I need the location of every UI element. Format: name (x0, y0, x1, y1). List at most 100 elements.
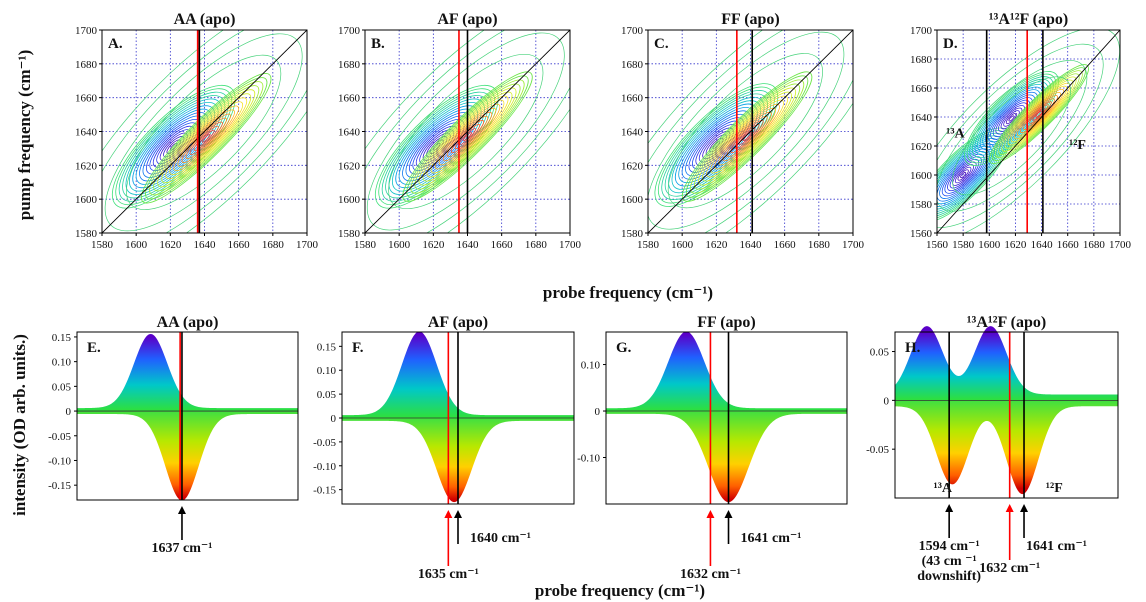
y-tick-label: 1600 (621, 194, 644, 206)
y-tick-label: 0.15 (317, 341, 337, 353)
positive-contour (1035, 110, 1043, 118)
outer-contour (952, 76, 1071, 196)
y-tick-label: 1620 (910, 141, 933, 153)
arrow-head (1005, 504, 1014, 512)
panel-label: E. (87, 340, 101, 356)
positive-contour (414, 83, 521, 190)
positive-contour (149, 81, 264, 196)
positive-contour (410, 79, 525, 194)
negative-contour (1005, 112, 1018, 125)
positive-contour (730, 119, 764, 154)
arrow-label: 1635 cm⁻¹ (418, 567, 479, 582)
positive-contour (1010, 85, 1068, 143)
peak-annotation: ¹²F (1069, 138, 1086, 153)
y-tick-label: 0.10 (317, 365, 337, 377)
outer-contour (937, 43, 1104, 228)
y-tick-label: 1640 (910, 112, 933, 124)
diagonal-line (648, 30, 853, 233)
y-tick-label: -0.05 (313, 437, 336, 449)
x-tick-label: 1580 (952, 239, 975, 251)
outer-contour (667, 53, 823, 209)
x-tick-label: 1700 (559, 239, 582, 251)
negative-contour (960, 171, 967, 179)
positive-contour (992, 67, 1086, 161)
y-tick-label: 1560 (910, 228, 933, 240)
outer-contour (648, 31, 845, 230)
x-tick-label: 1620 (705, 239, 728, 251)
x-tick-label: 1620 (422, 239, 445, 251)
positive-contour (463, 132, 472, 142)
y-tick-label: 0.10 (52, 357, 72, 369)
positive-contour (145, 77, 268, 200)
y-tick-label: 1660 (338, 93, 361, 105)
positive-contour (161, 93, 252, 184)
x-tick-label: 1600 (671, 239, 694, 251)
panel-title: AF (apo) (428, 314, 488, 331)
arrow-head (444, 510, 453, 518)
x-tick-label: 1660 (228, 239, 251, 251)
panel-title: FF (apo) (721, 11, 780, 28)
spectrum-panel-h: 0.05 0 -0.05 ¹³A¹²F (apo) H. ¹³A ¹²F 1594 cm⁻¹(… (866, 314, 1119, 584)
outer-contour (388, 53, 544, 210)
plot-frame (936, 29, 1121, 234)
top-ylabel: pump frequency (cm⁻¹) (15, 50, 34, 221)
positive-contour (1032, 107, 1046, 121)
positive-contour (442, 111, 493, 162)
positive-contour (995, 70, 1083, 158)
positive-contour (181, 113, 231, 163)
positive-contour (434, 103, 501, 170)
y-tick-label: 1580 (910, 199, 933, 211)
plot-frame (76, 331, 299, 501)
contour-panel-a: 1580 1600 1620 1640 1660 1680 1700 1580 1600 1620… (75, 11, 319, 251)
negative-contour (937, 148, 990, 202)
peak-label: ¹³A (934, 481, 953, 496)
panel-label: B. (371, 36, 385, 52)
y-tick-label: 1620 (75, 160, 98, 172)
y-tick-label: 1640 (75, 127, 98, 139)
positive-contour (177, 109, 235, 167)
contours (648, 30, 853, 233)
y-tick-label: 1600 (338, 194, 361, 206)
contour-panel-b: 1580 1600 1620 1640 1660 1680 1700 1580 1600 1620… (338, 11, 582, 251)
positive-contour (998, 73, 1080, 155)
x-tick-label: 1680 (1083, 239, 1106, 251)
y-tick-label: 1640 (621, 127, 644, 139)
x-tick-label: 1700 (296, 239, 319, 251)
plot-frame (605, 331, 848, 505)
peak-label: ¹²F (1046, 481, 1063, 496)
x-tick-label: 1620 (1004, 239, 1027, 251)
negative-contour (111, 84, 236, 209)
negative-contour (995, 102, 1028, 135)
bottom-ylabel: intensity (OD arb. units.) (10, 334, 29, 516)
panel-title: AF (apo) (437, 11, 497, 28)
y-tick-label: -0.05 (866, 444, 889, 456)
contour-panel-d: 1560 1580 1600 1620 1640 1660 1680 170015601580… (910, 11, 1132, 251)
negative-contour (979, 86, 1044, 151)
panel-title: FF (apo) (697, 314, 756, 331)
outer-contour (102, 30, 307, 233)
positive-contour (450, 119, 485, 154)
y-tick-label: 1700 (910, 25, 933, 37)
positive-contour (153, 85, 260, 192)
arrow-sublabel: (43 cm ⁻¹ (922, 554, 977, 569)
arrow-head (177, 506, 186, 514)
positive-contour (157, 89, 256, 188)
y-tick-label: 1660 (75, 93, 98, 105)
panel-label: A. (108, 36, 123, 52)
positive-contour (430, 99, 505, 174)
x-tick-label: 1640 (457, 239, 480, 251)
y-tick-label: -0.05 (48, 431, 71, 443)
negative-spectrum-area (895, 400, 1118, 495)
negative-contour (969, 76, 1054, 161)
arrow-label: 1632 cm⁻¹ (680, 567, 741, 582)
x-tick-label: 1580 (637, 239, 660, 251)
negative-contour (937, 145, 993, 205)
positive-contour (702, 91, 792, 182)
panel-label: F. (352, 340, 364, 356)
contours (365, 30, 570, 233)
negative-contour (395, 105, 479, 189)
x-tick-label: 1640 (1031, 239, 1054, 251)
y-tick-label: 1680 (75, 59, 98, 71)
positive-contour (165, 97, 248, 180)
